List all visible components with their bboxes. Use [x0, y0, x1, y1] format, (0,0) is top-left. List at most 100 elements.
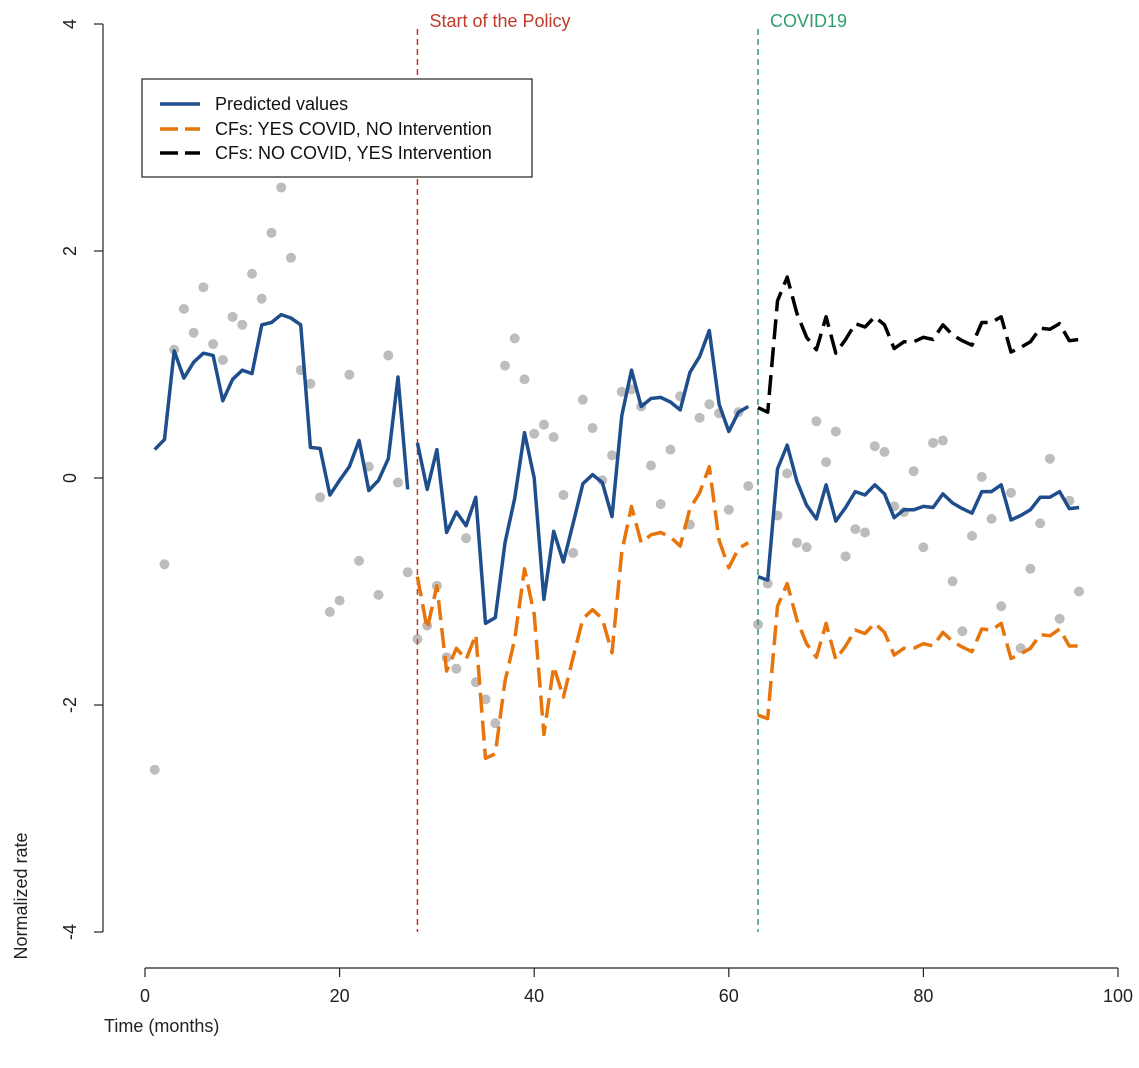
observed-point	[392, 477, 403, 488]
observed-point	[967, 530, 978, 541]
observed-point	[227, 311, 238, 322]
y-tick-label: -2	[60, 697, 80, 713]
x-tick-label: 0	[140, 986, 150, 1006]
observed-point	[986, 513, 997, 524]
observed-point	[947, 576, 958, 587]
legend-label-predicted: Predicted values	[215, 94, 348, 114]
vline-label-covid19: COVID19	[770, 11, 847, 31]
observed-point	[519, 374, 530, 385]
observed-point	[548, 432, 559, 443]
observed-point	[509, 333, 520, 344]
observed-point	[208, 339, 219, 350]
observed-point	[879, 446, 890, 457]
observed-point	[665, 444, 676, 455]
y-tick-label: -4	[60, 924, 80, 940]
y-tick-label: 0	[60, 473, 80, 483]
observed-point	[276, 182, 287, 193]
observed-point	[577, 394, 588, 405]
x-tick-label: 40	[524, 986, 544, 1006]
observed-point	[178, 303, 189, 314]
observed-point	[538, 419, 549, 430]
legend-box	[141, 78, 533, 178]
observed-point	[402, 567, 413, 578]
observed-point	[869, 441, 880, 452]
observed-point	[645, 460, 656, 471]
observed-point	[383, 350, 394, 361]
observed-point	[607, 450, 618, 461]
observed-point	[996, 601, 1007, 612]
observed-point	[500, 360, 511, 371]
y-ticks: -4 -2 0 2 4	[60, 19, 103, 940]
x-axis-title: Time (months)	[104, 1016, 219, 1036]
observed-point	[568, 547, 579, 558]
observed-point	[957, 626, 968, 637]
observed-point	[704, 399, 715, 410]
observed-point	[324, 606, 335, 617]
observed-point	[198, 282, 209, 293]
observed-point	[305, 378, 316, 389]
observed-point	[461, 533, 472, 544]
observed-point	[334, 595, 345, 606]
series-line-1	[757, 581, 1080, 721]
legend: Predicted values CFs: YES COVID, NO Inte…	[141, 78, 533, 178]
observed-point	[908, 466, 919, 477]
observed-point	[1044, 453, 1055, 464]
observed-point	[850, 524, 861, 535]
observed-point	[801, 542, 812, 553]
legend-label-no-covid: CFs: NO COVID, YES Intervention	[215, 143, 492, 163]
observed-point	[1074, 586, 1085, 597]
observed-point	[782, 468, 793, 479]
observed-point	[821, 457, 832, 468]
observed-point	[558, 490, 569, 501]
series-line-0	[415, 328, 750, 626]
observed-point	[354, 555, 365, 566]
y-tick-label: 2	[60, 246, 80, 256]
y-axis: -4 -2 0 2 4	[60, 19, 104, 940]
observed-point	[285, 252, 296, 263]
observed-points	[149, 182, 1085, 775]
observed-point	[860, 527, 871, 538]
observed-point	[743, 480, 754, 491]
observed-point	[723, 504, 734, 515]
observed-point	[830, 426, 841, 437]
observed-point	[315, 492, 326, 503]
observed-point	[655, 499, 666, 510]
observed-point	[928, 437, 939, 448]
y-axis-title: Normalized rate	[11, 832, 31, 959]
observed-point	[840, 551, 851, 562]
x-tick-label: 100	[1103, 986, 1133, 1006]
x-tick-label: 20	[330, 986, 350, 1006]
observed-point	[937, 435, 948, 446]
observed-point	[694, 412, 705, 423]
observed-point	[791, 537, 802, 548]
series-line-0	[153, 312, 410, 497]
x-tick-label: 60	[719, 986, 739, 1006]
observed-point	[1005, 487, 1016, 498]
vertical-markers: Start of the Policy COVID19	[416, 11, 847, 932]
observed-point	[217, 354, 228, 365]
observed-point	[451, 663, 462, 674]
observed-point	[976, 471, 987, 482]
observed-point	[149, 764, 160, 775]
observed-point	[237, 319, 248, 330]
series-line-2	[757, 275, 1080, 414]
observed-point	[256, 293, 267, 304]
observed-point	[811, 416, 822, 427]
observed-point	[490, 718, 501, 729]
observed-point	[247, 268, 258, 279]
observed-point	[188, 327, 199, 338]
series-lines	[153, 275, 1080, 761]
observed-point	[1025, 563, 1036, 574]
x-ticks: 0 20 40 60 80 100	[140, 968, 1133, 1006]
legend-label-yes-covid: CFs: YES COVID, NO Intervention	[215, 119, 492, 139]
x-axis: 0 20 40 60 80 100	[140, 967, 1133, 1006]
observed-point	[344, 369, 355, 380]
observed-point	[1054, 613, 1065, 624]
x-tick-label: 80	[913, 986, 933, 1006]
y-tick-label: 4	[60, 19, 80, 29]
observed-point	[1035, 518, 1046, 529]
series-line-0	[757, 443, 1080, 582]
observed-point	[587, 423, 598, 434]
observed-point	[529, 428, 540, 439]
